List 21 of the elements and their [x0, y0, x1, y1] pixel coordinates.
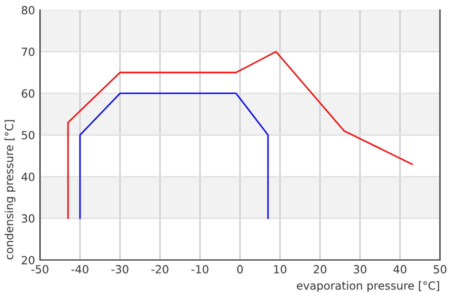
y-tick-label: 50	[22, 130, 34, 140]
y-tick-label: 60	[22, 89, 34, 98]
x-tick-label: 50	[434, 265, 446, 274]
x-tick-label: -30	[111, 265, 128, 274]
x-tick-label: -50	[31, 265, 48, 274]
x-tick-label: 0	[237, 265, 243, 274]
y-tick-label: 40	[22, 172, 34, 182]
x-tick-label: 10	[274, 265, 286, 274]
x-tick-label: -40	[71, 265, 88, 274]
line-series	[67, 50, 413, 220]
x-tick-label: 40	[393, 265, 406, 274]
y-axis-title: condensing pressure [°C]	[4, 120, 16, 260]
y-tick-label: 30	[22, 214, 34, 223]
x-tick-label: 30	[354, 265, 366, 274]
x-tick-label: 20	[314, 265, 326, 274]
y-tick-label: 70	[22, 48, 34, 56]
y-tick-label: 20	[22, 256, 34, 264]
x-tick-label: -10	[191, 265, 208, 274]
x-axis-title: evaporation pressure [°C]	[296, 281, 440, 292]
y-tick-label: 80	[22, 6, 34, 14]
x-tick-label: -20	[151, 265, 168, 274]
